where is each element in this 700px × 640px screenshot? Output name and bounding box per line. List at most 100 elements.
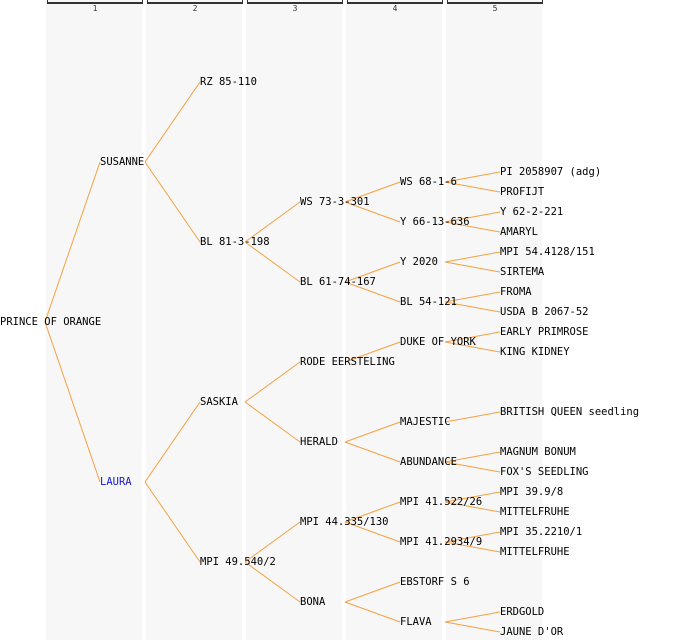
node-mpi-35-2210-1[interactable]: MPI 35.2210/1 xyxy=(500,526,583,538)
node-mpi-54-4128-151[interactable]: MPI 54.4128/151 xyxy=(500,246,595,258)
column-header-tick xyxy=(342,0,343,4)
connector-line xyxy=(344,281,401,303)
connector-line xyxy=(144,481,201,563)
node-bona[interactable]: BONA xyxy=(300,596,326,608)
node-bl-61-74-167[interactable]: BL 61-74-167 xyxy=(300,276,376,288)
node-bl-54-121[interactable]: BL 54-121 xyxy=(400,296,457,308)
node-mpi-49-540-2[interactable]: MPI 49.540/2 xyxy=(200,556,276,568)
connector-line xyxy=(344,501,401,523)
connector-line xyxy=(444,221,501,233)
connector-line xyxy=(444,291,501,303)
column-header-number: 5 xyxy=(492,4,498,13)
column-header-bar xyxy=(47,2,143,4)
node-erdgold[interactable]: ERDGOLD xyxy=(500,606,545,618)
connector-line xyxy=(244,241,301,283)
connector-line xyxy=(344,441,401,463)
node-herald[interactable]: HERALD xyxy=(300,436,338,448)
node-ebstorf-s-6[interactable]: EBSTORF S 6 xyxy=(400,576,470,588)
connector-line xyxy=(344,201,401,223)
node-flava[interactable]: FLAVA xyxy=(400,616,432,628)
generation-column-4 xyxy=(346,0,442,640)
connector-line xyxy=(344,261,401,283)
node-king-kidney[interactable]: KING KIDNEY xyxy=(500,346,570,358)
connector-line xyxy=(144,161,201,243)
node-profijt[interactable]: PROFIJT xyxy=(500,186,545,198)
connector-line xyxy=(344,601,401,623)
node-froma[interactable]: FROMA xyxy=(500,286,532,298)
node-mittelfruhe[interactable]: MITTELFRUHE xyxy=(500,546,570,558)
connector-line xyxy=(444,331,501,343)
node-mpi-39-9-8[interactable]: MPI 39.9/8 xyxy=(500,486,564,498)
node-bl-81-3-198[interactable]: BL 81-3-198 xyxy=(200,236,270,248)
connector-line xyxy=(344,421,401,443)
node-early-primrose[interactable]: EARLY PRIMROSE xyxy=(500,326,589,338)
column-header-tick xyxy=(347,0,348,4)
node-sirtema[interactable]: SIRTEMA xyxy=(500,266,545,278)
node-jaune-d-or[interactable]: JAUNE D'OR xyxy=(500,626,564,638)
node-prince-of-orange[interactable]: PRINCE OF ORANGE xyxy=(0,316,102,328)
column-header-tick xyxy=(447,0,448,4)
connector-line xyxy=(344,341,401,363)
connector-line xyxy=(344,581,401,603)
node-laura[interactable]: LAURA xyxy=(100,476,132,488)
connector-line xyxy=(444,621,501,633)
column-header-number: 3 xyxy=(292,4,298,13)
generation-column-1 xyxy=(46,0,142,640)
connector-line xyxy=(444,171,501,183)
connector-line xyxy=(244,561,301,603)
connector-line xyxy=(144,401,201,483)
node-amaryl[interactable]: AMARYL xyxy=(500,226,538,238)
node-ws-73-3-301[interactable]: WS 73-3-301 xyxy=(300,196,370,208)
node-mpi-44-335-130[interactable]: MPI 44.335/130 xyxy=(300,516,389,528)
node-y-66-13-636[interactable]: Y 66-13-636 xyxy=(400,216,470,228)
connector-line xyxy=(444,181,501,193)
column-header-bar xyxy=(147,2,243,4)
connector-line xyxy=(244,401,301,443)
node-saskia[interactable]: SASKIA xyxy=(200,396,238,408)
connector-line xyxy=(344,181,401,203)
column-header-tick xyxy=(47,0,48,4)
node-abundance[interactable]: ABUNDANCE xyxy=(400,456,457,468)
node-mittelfruhe[interactable]: MITTELFRUHE xyxy=(500,506,570,518)
connector-line xyxy=(44,161,101,323)
column-header-bar xyxy=(447,2,543,4)
node-mpi-41-522-26[interactable]: MPI 41.522/26 xyxy=(400,496,483,508)
connector-line xyxy=(444,251,501,263)
column-header-tick xyxy=(442,0,443,4)
connector-line xyxy=(444,491,501,503)
generation-column-2 xyxy=(146,0,242,640)
node-fox-s-seedling[interactable]: FOX'S SEEDLING xyxy=(500,466,589,478)
node-majestic[interactable]: MAJESTIC xyxy=(400,416,451,428)
connector-line xyxy=(444,411,501,423)
column-header-bar xyxy=(347,2,443,4)
connector-line xyxy=(244,521,301,563)
connector-line xyxy=(444,531,501,543)
node-rode-eersteling[interactable]: RODE EERSTELING xyxy=(300,356,395,368)
node-duke-of-york[interactable]: DUKE OF YORK xyxy=(400,336,476,348)
node-rz-85-110[interactable]: RZ 85-110 xyxy=(200,76,257,88)
column-header-number: 1 xyxy=(92,4,98,13)
node-ws-68-1-6[interactable]: WS 68-1-6 xyxy=(400,176,457,188)
connector-line xyxy=(444,341,501,353)
node-pi-2058907-adg[interactable]: PI 2058907 (adg) xyxy=(500,166,602,178)
column-header-tick xyxy=(542,0,543,4)
connector-line xyxy=(444,501,501,513)
connector-line xyxy=(444,211,501,223)
connector-line xyxy=(444,301,501,313)
connector-line xyxy=(444,611,501,623)
connector-line xyxy=(244,201,301,243)
connector-line xyxy=(444,261,501,273)
node-susanne[interactable]: SUSANNE xyxy=(100,156,145,168)
connector-line xyxy=(344,521,401,543)
column-header-number: 4 xyxy=(392,4,398,13)
column-header-tick xyxy=(247,0,248,4)
node-y-62-2-221[interactable]: Y 62-2-221 xyxy=(500,206,564,218)
node-british-queen-seedling[interactable]: BRITISH QUEEN seedling xyxy=(500,406,640,418)
node-y-2020[interactable]: Y 2020 xyxy=(400,256,438,268)
node-usda-b-2067-52[interactable]: USDA B 2067-52 xyxy=(500,306,589,318)
connector-line xyxy=(44,321,101,483)
node-magnum-bonum[interactable]: MAGNUM BONUM xyxy=(500,446,576,458)
node-mpi-41-2934-9[interactable]: MPI 41.2934/9 xyxy=(400,536,483,548)
